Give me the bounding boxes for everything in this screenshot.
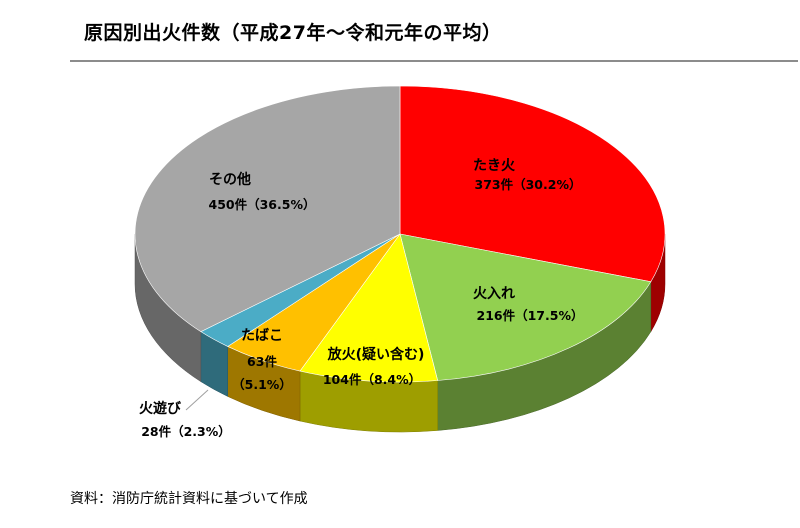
label-fire-play-value: 28件（2.3%）	[141, 424, 231, 439]
label-other-value: 450件（36.5%）	[209, 197, 316, 212]
pie-slices	[134, 85, 666, 383]
pie-slice-0	[399, 85, 666, 283]
title-divider	[70, 60, 798, 62]
label-other-name: その他	[209, 171, 251, 188]
pie-slice-2	[299, 233, 439, 383]
label-tobacco-name: たばこ	[241, 328, 283, 344]
label-arson-value: 104件（8.4%）	[323, 372, 421, 387]
pie-slice-1	[399, 233, 652, 381]
label-tobacco-percent: （5.1%）	[232, 377, 292, 392]
label-bonfire-value: 373件（30.2%）	[475, 177, 582, 192]
pie-slice-5	[134, 85, 401, 332]
slice-labels: その他 450件（36.5%） たき火 373件（30.2%） 火入れ 216件…	[139, 158, 583, 439]
chart-title: 原因別出火件数（平成27年～令和元年の平均）	[84, 22, 502, 44]
label-burning-value: 216件（17.5%）	[477, 308, 584, 323]
label-bonfire-name: たき火	[473, 158, 516, 174]
label-burning-name: 火入れ	[473, 286, 515, 302]
label-leader-line-fire-play	[185, 389, 209, 411]
label-fire-play-name: 火遊び	[139, 400, 182, 417]
label-tobacco-value: 63件	[247, 354, 277, 369]
label-arson-name: 放火(疑い含む)	[327, 346, 425, 363]
source-note: 資料：消防庁統計資料に基づいて作成	[70, 491, 308, 507]
